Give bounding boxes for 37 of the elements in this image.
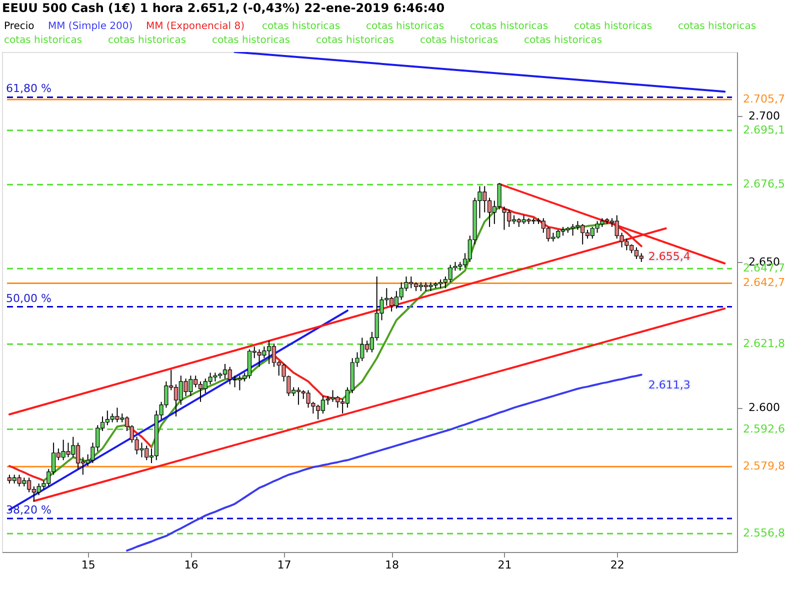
y-tick-label: 2.600: [748, 401, 780, 414]
text: cotas historicas: [316, 35, 394, 46]
text: MM (Exponencial 8): [146, 21, 245, 32]
data-label: 2.611,3: [648, 378, 690, 392]
x-tick-label: 15: [81, 558, 96, 572]
text: cotas historicas: [678, 21, 756, 32]
text: cotas historicas: [212, 35, 290, 46]
annotation: 50,00 %: [6, 292, 52, 305]
text: Precio: [4, 21, 34, 32]
annotation: 38,20 %: [6, 503, 52, 516]
text: cotas historicas: [4, 35, 82, 46]
ref-line-label: 2.556,8: [743, 526, 785, 540]
text: cotas historicas: [574, 21, 652, 32]
text: cotas historicas: [470, 21, 548, 32]
x-tick-label: 21: [498, 558, 512, 572]
chart-title: EEUU 500 Cash (1€) 1 hora 2.651,2 (-0,43%) 22-ene-2019 6:46:40: [2, 1, 445, 15]
x-tick-label: 17: [277, 558, 292, 572]
ref-line-label: 2.592,6: [743, 422, 785, 436]
ref-line-label: 2.705,7: [743, 92, 785, 106]
text: cotas historicas: [420, 35, 498, 46]
x-tick-label: 22: [610, 558, 624, 572]
text: cotas historicas: [366, 21, 444, 32]
text: cotas historicas: [524, 35, 602, 46]
data-label: 2.655,4: [648, 250, 690, 264]
ref-line-label: 2.621,8: [743, 337, 785, 350]
x-tick-label: 16: [184, 558, 198, 572]
ref-line-label: 2.579,8: [743, 460, 785, 473]
x-tick-label: 18: [385, 558, 400, 572]
text: cotas historicas: [262, 21, 340, 32]
ref-line-label: 2.695,1: [743, 123, 785, 136]
y-tick-label: 2.700: [748, 110, 780, 123]
text: cotas historicas: [108, 35, 186, 46]
ref-line-label: 2.676,5: [743, 178, 785, 191]
annotation: 61,80 %: [6, 82, 52, 96]
text: MM (Simple 200): [48, 21, 133, 32]
line-series: [126, 374, 642, 552]
ref-line-label: 2.642,7: [743, 276, 785, 290]
